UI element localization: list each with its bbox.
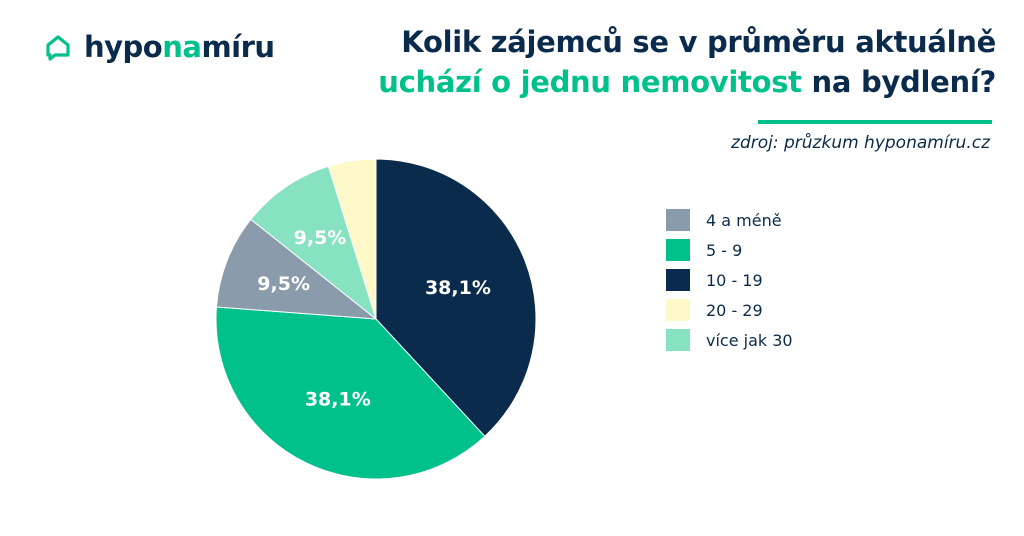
pie-slice-2 [215,218,378,320]
source-note: zdroj: průzkum hyponamíru.cz [731,133,990,153]
legend-swatch-1 [666,239,690,261]
title-underline [758,120,992,124]
logo-text-part2: na [162,30,202,64]
chart-legend: 4 a méně 5 - 9 10 - 19 20 - 29 více jak 30 [666,205,793,355]
legend-swatch-2 [666,269,690,291]
legend-label-3: 20 - 29 [706,300,763,320]
pie-slice-0 [375,158,537,438]
pie-slice-3 [250,165,377,321]
pie-slice-1 [215,306,486,480]
logo-text: hyponamíru [84,30,275,64]
legend-item-3: 20 - 29 [666,295,793,325]
legend-swatch-0 [666,209,690,231]
brand-logo: hyponamíru [44,30,275,64]
logo-text-part3: míru [201,30,275,64]
legend-label-1: 5 - 9 [706,240,743,260]
legend-label-2: 10 - 19 [706,270,763,290]
legend-item-1: 5 - 9 [666,235,793,265]
house-chat-icon [46,35,70,61]
chart-title: Kolik zájemců se v průměru aktuálně uchá… [378,22,996,102]
legend-label-4: více jak 30 [706,330,793,350]
pie-slice-label-1: 38,1% [305,388,371,410]
title-line-2: uchází o jednu nemovitost na bydlení? [378,62,996,102]
pie-slice-label-0: 38,1% [425,277,491,299]
logo-text-part1: hypo [84,30,163,64]
title-line-2-accent: uchází o jednu nemovitost [378,65,802,99]
legend-swatch-3 [666,299,690,321]
title-line-1: Kolik zájemců se v průměru aktuálně [401,25,996,59]
pie-slice-label-3: 9,5% [294,227,347,249]
legend-item-2: 10 - 19 [666,265,793,295]
legend-label-0: 4 a méně [706,210,782,230]
pie-slice-4 [327,158,377,320]
legend-item-0: 4 a méně [666,205,793,235]
title-line-2-rest: na bydlení? [801,65,997,99]
legend-item-4: více jak 30 [666,325,793,355]
legend-swatch-4 [666,329,690,351]
pie-slice-label-2: 9,5% [257,273,310,295]
